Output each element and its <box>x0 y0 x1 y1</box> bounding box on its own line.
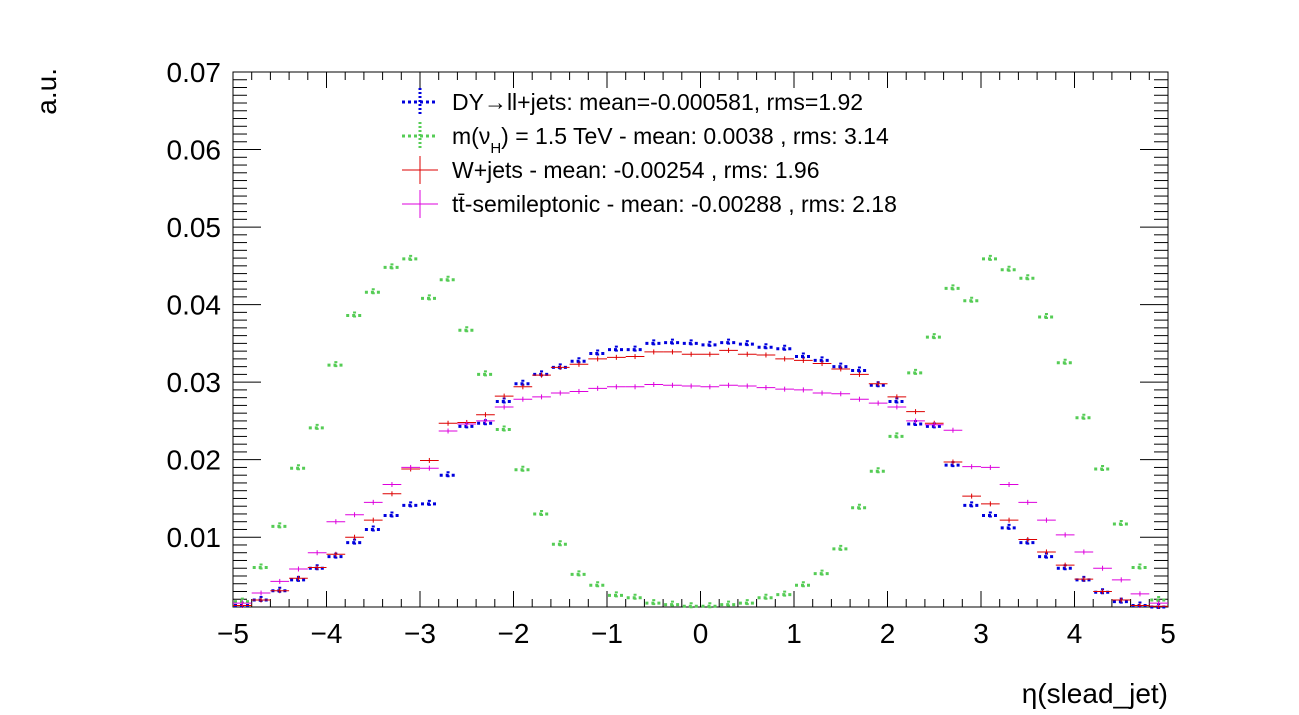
tick-labels: −5 −4 −3 −2 −1 0 1 2 3 4 5 0.01 0.02 0.03 0.04 0.05 0.06… <box>167 57 1176 649</box>
x-tick-label: −5 <box>217 618 249 649</box>
y-tick-label: 0.02 <box>167 445 222 476</box>
x-tick-label: −2 <box>498 618 530 649</box>
x-tick-label: 2 <box>880 618 896 649</box>
series-3 <box>233 381 1168 606</box>
legend-entry: tt̄-semileptonic - mean: -0.00288 , rms:… <box>402 190 897 218</box>
y-tick-label: 0.03 <box>167 367 222 398</box>
legend: DY→ll+jets: mean=-0.000581, rms=1.92 m(νH… <box>402 88 897 218</box>
y-tick-label: 0.05 <box>167 212 222 243</box>
data-series <box>233 254 1168 611</box>
x-tick-label: −4 <box>311 618 343 649</box>
y-tick-label: 0.04 <box>167 290 222 321</box>
legend-label: DY→ll+jets: mean=-0.000581, rms=1.92 <box>452 89 863 115</box>
series-0 <box>234 338 1167 611</box>
x-tick-label: −3 <box>404 618 436 649</box>
series-1 <box>234 254 1167 611</box>
x-tick-label: 0 <box>693 618 709 649</box>
legend-entry: DY→ll+jets: mean=-0.000581, rms=1.92 <box>402 88 863 116</box>
legend-entry: m(νH) = 1.5 TeV - mean: 0.0038 , rms: 3.… <box>402 122 889 157</box>
x-tick-label: −1 <box>591 618 623 649</box>
x-tick-label: 4 <box>1067 618 1083 649</box>
x-tick-label: 1 <box>786 618 802 649</box>
legend-entry: W+jets - mean: -0.00254 , rms: 1.96 <box>402 156 820 184</box>
y-tick-label: 0.01 <box>167 522 222 553</box>
x-tick-label: 3 <box>973 618 989 649</box>
series-2 <box>233 347 1168 609</box>
y-tick-label: 0.07 <box>167 57 222 88</box>
x-axis-label: η(slead_jet) <box>1022 678 1168 709</box>
y-axis-label: a.u. <box>31 68 62 115</box>
y-tick-label: 0.06 <box>167 135 222 166</box>
x-tick-label: 5 <box>1160 618 1176 649</box>
legend-label: tt̄-semileptonic - mean: -0.00288 , rms:… <box>452 191 897 217</box>
legend-label: W+jets - mean: -0.00254 , rms: 1.96 <box>452 157 820 183</box>
axes-frame <box>232 71 1169 608</box>
legend-label: m(νH) = 1.5 TeV - mean: 0.0038 , rms: 3.… <box>452 123 889 157</box>
